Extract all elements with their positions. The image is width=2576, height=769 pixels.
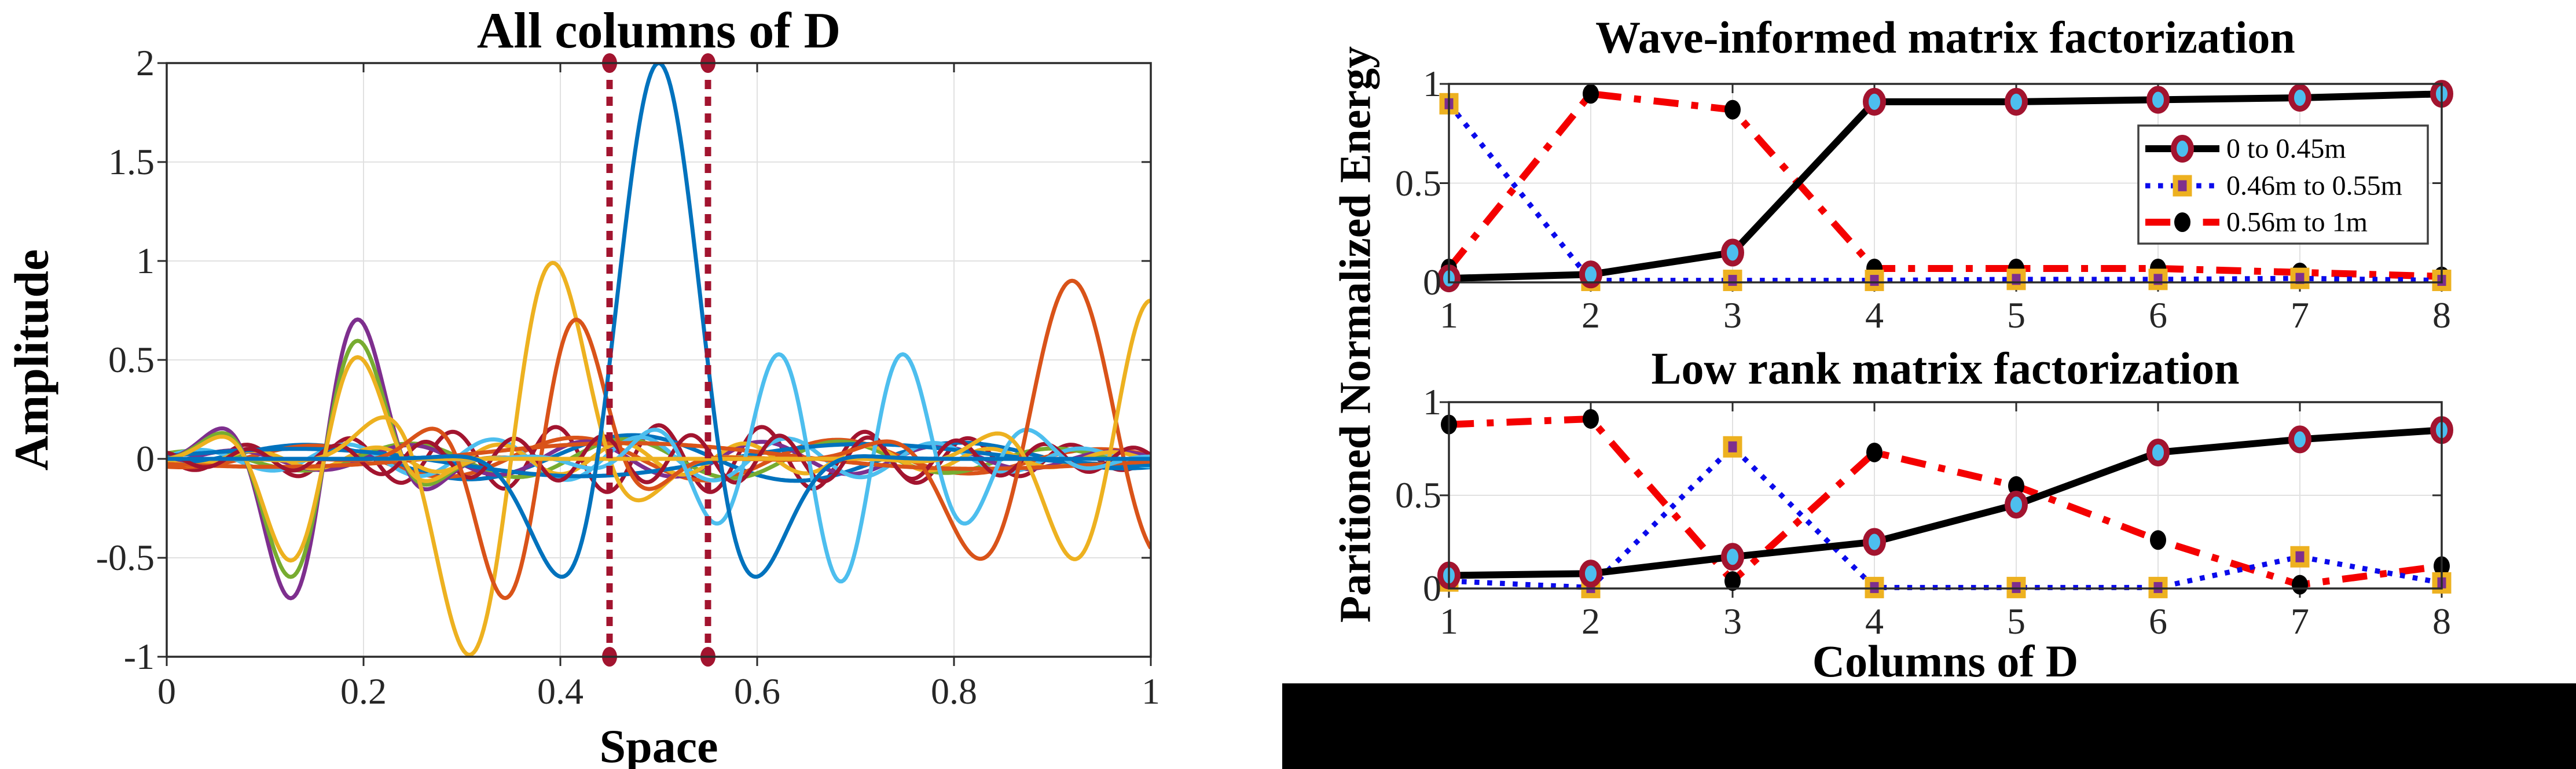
right-plots-xlabel: Columns of D bbox=[1812, 636, 2079, 686]
square-marker bbox=[2006, 268, 2026, 290]
right-plots-ylabel: Paritioned Normalized Energy bbox=[1331, 46, 1380, 623]
square-marker bbox=[1723, 436, 1742, 458]
series-0-56m-to-1m bbox=[1441, 409, 2450, 595]
axes-box bbox=[1448, 401, 2443, 590]
x-tick-label: 0.6 bbox=[734, 671, 780, 712]
legend-entry-label: 0 to 0.45m bbox=[2226, 134, 2346, 164]
x-tick-label: 8 bbox=[2432, 295, 2451, 336]
x-tick-label: 0.8 bbox=[931, 671, 977, 712]
series-layer bbox=[1437, 409, 2453, 598]
circle-marker bbox=[2146, 86, 2170, 114]
legend: 0 to 0.45m 0.46m to 0.55m 0.56m to 1m bbox=[2137, 124, 2429, 245]
x-tick-label: 0.2 bbox=[340, 671, 387, 712]
circle-marker bbox=[2171, 135, 2194, 163]
circle-marker bbox=[1863, 87, 1886, 116]
dot-marker bbox=[1583, 409, 1599, 429]
partition-boundary-lines bbox=[602, 53, 715, 667]
dictionary-column-curve-9 bbox=[167, 433, 1151, 485]
x-tick-label: 3 bbox=[1723, 295, 1742, 336]
dot-marker bbox=[2008, 476, 2024, 496]
x-tick-label: 7 bbox=[2291, 601, 2309, 642]
y-tick-label: 0.5 bbox=[108, 339, 155, 380]
dot-marker bbox=[2150, 530, 2166, 550]
y-tick-label: 1.5 bbox=[108, 141, 155, 182]
top-right-plot-title: Wave-informed matrix factorization bbox=[1595, 12, 2295, 62]
series-layer bbox=[1437, 80, 2453, 293]
x-tick-label: 3 bbox=[1723, 601, 1742, 642]
circle-marker bbox=[2005, 491, 2028, 519]
x-tick-label: 2 bbox=[1581, 601, 1600, 642]
x-tick-label: 4 bbox=[1865, 601, 1884, 642]
x-tick-label: 5 bbox=[2007, 295, 2025, 336]
x-tick-label: 0.4 bbox=[537, 671, 584, 712]
circle-marker bbox=[1579, 260, 1602, 289]
left-plot-title: All columns of D bbox=[476, 3, 841, 59]
bottom-right-plot-canvas bbox=[1437, 401, 2453, 598]
dictionary-column-curve-18 bbox=[167, 63, 1151, 579]
circle-marker bbox=[1579, 560, 1602, 588]
legend-entry-label: 0.56m to 1m bbox=[2226, 207, 2368, 238]
y-tick-label: 2 bbox=[136, 42, 155, 83]
circle-marker bbox=[2005, 87, 2028, 116]
waveform-curves bbox=[167, 63, 1151, 657]
dot-marker bbox=[1583, 84, 1599, 104]
dot-marker bbox=[1724, 571, 1741, 591]
left-plot-xlabel: Space bbox=[599, 720, 718, 769]
dot-marker bbox=[1866, 442, 1883, 462]
left-plot-canvas bbox=[157, 53, 1152, 667]
x-tick-label: 4 bbox=[1865, 295, 1884, 336]
x-tick-label: 8 bbox=[2432, 601, 2451, 642]
circle-marker bbox=[2288, 425, 2311, 454]
y-tick-label: 1 bbox=[1423, 63, 1441, 104]
bottom-right-plot-title: Low rank matrix factorization bbox=[1651, 343, 2240, 393]
x-tick-label: 5 bbox=[2007, 601, 2025, 642]
square-marker bbox=[2290, 546, 2310, 568]
x-tick-label: 0 bbox=[157, 671, 176, 712]
square-marker bbox=[2290, 267, 2310, 289]
square-marker bbox=[2173, 175, 2192, 197]
square-marker bbox=[1865, 270, 1884, 292]
x-tick-label: 1 bbox=[1142, 671, 1160, 712]
series-0-to-0-45m bbox=[1437, 416, 2453, 590]
dot-marker bbox=[2174, 212, 2190, 232]
axes-box bbox=[166, 62, 1152, 658]
y-tick-label: 1 bbox=[136, 240, 155, 281]
circle-marker bbox=[1863, 528, 1886, 556]
x-tick-label: 6 bbox=[2149, 295, 2167, 336]
legend-entry-label: 0.46m to 0.55m bbox=[2226, 171, 2402, 201]
x-tick-label: 6 bbox=[2149, 601, 2167, 642]
y-tick-label: 0 bbox=[136, 438, 155, 479]
dictionary-column-curve-7 bbox=[167, 442, 1151, 479]
black-panel bbox=[1282, 683, 2576, 769]
circle-marker bbox=[1721, 238, 1744, 267]
x-tick-label: 1 bbox=[1440, 601, 1458, 642]
y-tick-label: -0.5 bbox=[96, 537, 155, 578]
axes-box bbox=[1448, 83, 2443, 284]
dot-marker bbox=[2292, 575, 2308, 595]
dot-marker bbox=[1724, 100, 1741, 120]
circle-marker bbox=[2146, 438, 2170, 466]
left-plot-ylabel: Amplitude bbox=[5, 249, 59, 471]
square-marker bbox=[2148, 268, 2168, 290]
series-0-to-0-45m bbox=[1437, 80, 2453, 293]
y-tick-label: -1 bbox=[123, 636, 155, 677]
square-marker bbox=[1723, 270, 1742, 292]
y-tick-label: 0 bbox=[1423, 568, 1441, 609]
top-right-plot-canvas: 0 to 0.45m 0.46m to 0.55m 0.56m to 1m bbox=[1437, 80, 2453, 293]
y-tick-label: 0 bbox=[1423, 262, 1441, 303]
x-tick-label: 2 bbox=[1581, 295, 1600, 336]
y-tick-label: 0.5 bbox=[1395, 474, 1441, 516]
x-tick-label: 7 bbox=[2291, 295, 2309, 336]
y-tick-label: 1 bbox=[1423, 381, 1441, 422]
circle-marker bbox=[2288, 84, 2311, 112]
y-tick-label: 0.5 bbox=[1395, 162, 1441, 204]
circle-marker bbox=[1721, 543, 1744, 571]
x-tick-label: 1 bbox=[1440, 295, 1458, 336]
